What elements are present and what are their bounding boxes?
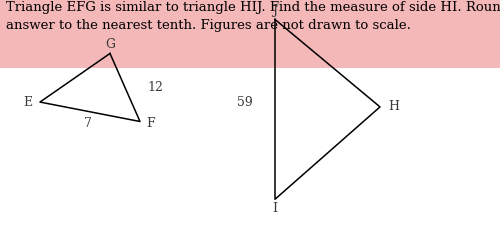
Text: H: H [388,100,400,113]
Text: 59: 59 [237,95,252,109]
Text: G: G [105,38,115,52]
Text: Triangle EFG is similar to triangle HIJ. Find the measure of side HI. Round your: Triangle EFG is similar to triangle HIJ.… [6,1,500,32]
Text: 7: 7 [84,117,92,130]
Bar [0,0,500,68]
Text: J: J [272,4,278,17]
Text: 12: 12 [148,81,164,94]
Text: I: I [272,202,278,216]
Text: F: F [146,117,156,130]
Text: E: E [23,95,32,109]
